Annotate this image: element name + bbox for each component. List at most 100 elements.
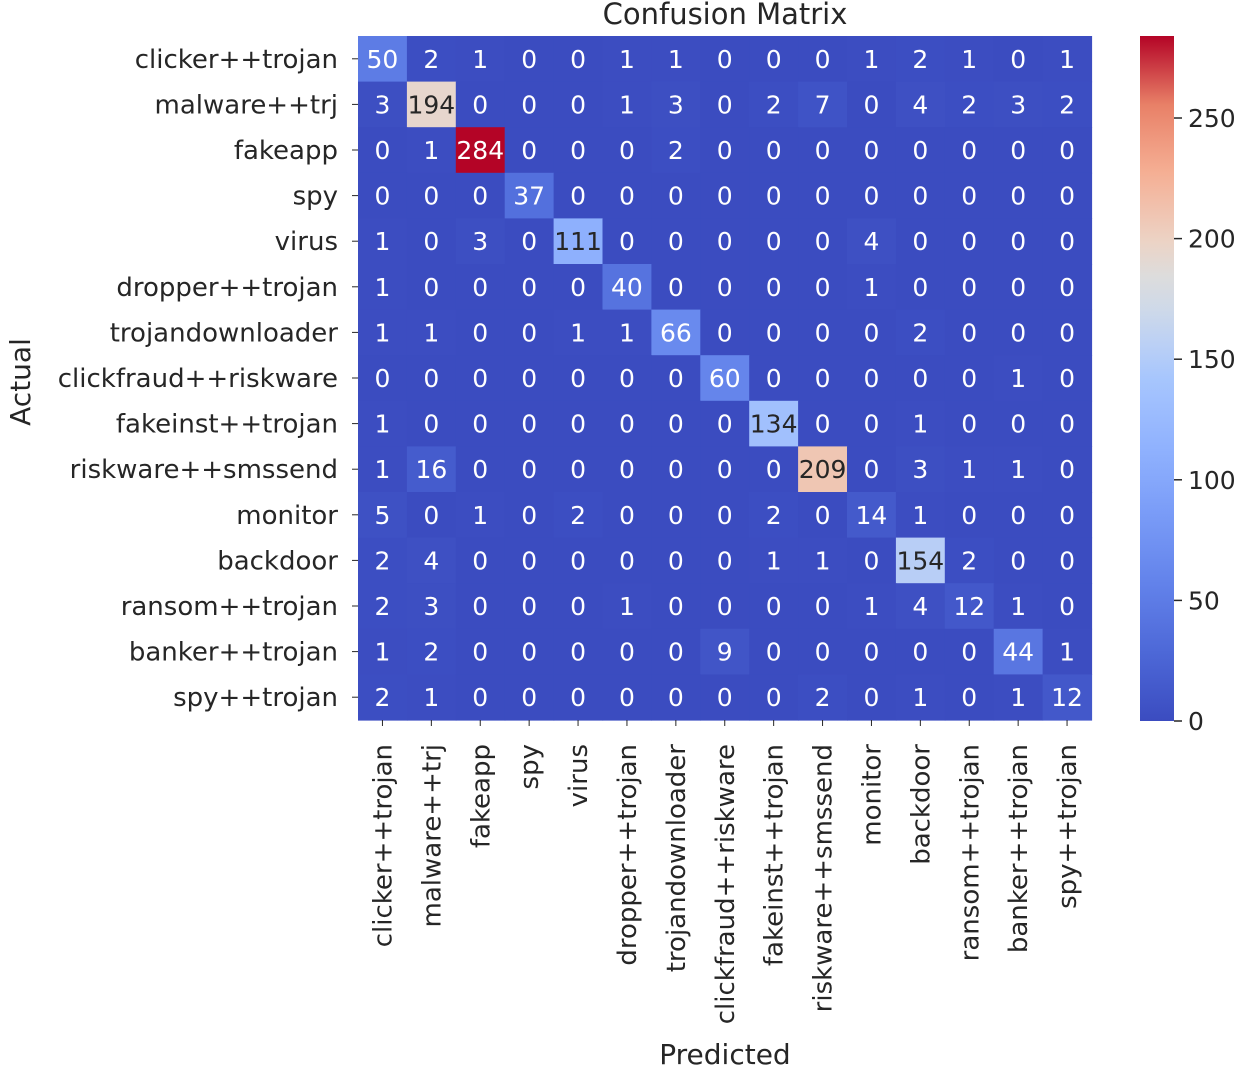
heatmap-cell: [1042, 674, 1093, 721]
heatmap-cell: [455, 537, 506, 584]
heatmap-cell: [847, 218, 897, 265]
cell-value-label: 0: [619, 136, 635, 165]
heatmap-cell: [993, 218, 1044, 265]
cell-value-label: 1: [961, 455, 977, 484]
heatmap-cell: [602, 355, 652, 402]
cell-value-label: 0: [668, 364, 684, 393]
heatmap-cell: [455, 81, 506, 128]
heatmap-cell: [944, 81, 995, 128]
cell-value-label: 0: [766, 318, 782, 347]
row-tick-label: clicker++trojan: [135, 45, 338, 75]
cell-value-label: 0: [472, 638, 488, 667]
heatmap-cell: [358, 172, 408, 219]
heatmap-cell: [895, 264, 946, 311]
cell-value-label: 5: [374, 501, 390, 530]
cell-value-label: 1: [619, 318, 635, 347]
heatmap-cell: [504, 446, 555, 493]
heatmap-cell: [798, 81, 848, 128]
cell-value-label: 2: [766, 90, 782, 119]
heatmap-cell: [944, 36, 995, 83]
colorbar-tick-label: 50: [1188, 586, 1220, 615]
heatmap-cell: [406, 218, 457, 265]
cell-value-label: 1: [619, 45, 635, 74]
heatmap-cell: [406, 446, 457, 493]
heatmap-cell: [553, 446, 604, 493]
cell-value-label: 0: [912, 273, 928, 302]
cell-value-label: 2: [912, 45, 928, 74]
heatmap-cell: [798, 218, 848, 265]
cell-value-label: 1: [1010, 364, 1026, 393]
heatmap-cell: [1042, 81, 1093, 128]
heatmap-cell: [602, 218, 652, 265]
cell-value-label: 0: [766, 136, 782, 165]
row-tick-label: fakeapp: [234, 136, 338, 166]
heatmap-cell: [993, 81, 1044, 128]
cell-value-label: 60: [709, 364, 741, 393]
cell-value-label: 0: [619, 455, 635, 484]
cell-value-label: 3: [423, 592, 439, 621]
heatmap-cell: [798, 36, 848, 83]
heatmap-cell: [406, 36, 457, 83]
cell-value-label: 0: [863, 182, 879, 211]
heatmap-cell: [455, 172, 506, 219]
cell-value-label: 1: [863, 592, 879, 621]
heatmap-cell: [358, 446, 408, 493]
heatmap-cell: [455, 446, 506, 493]
cell-value-label: 0: [1059, 364, 1075, 393]
heatmap-cell: [455, 400, 506, 447]
cell-value-label: 0: [374, 364, 390, 393]
cell-value-label: 0: [619, 227, 635, 256]
cell-value-label: 134: [750, 410, 798, 439]
heatmap-cell: [651, 36, 701, 83]
cell-value-label: 0: [570, 364, 586, 393]
heatmap-cell: [455, 127, 506, 174]
cell-value-label: 0: [521, 136, 537, 165]
column-tick-label: spy: [515, 744, 545, 789]
column-tick-label: virus: [564, 744, 594, 807]
cell-value-label: 0: [961, 364, 977, 393]
cell-value-label: 0: [766, 455, 782, 484]
heatmap-cell: [798, 309, 848, 356]
heatmap-cell: [944, 355, 995, 402]
cell-value-label: 1: [374, 455, 390, 484]
heatmap-cell: [504, 583, 555, 630]
cell-value-label: 0: [668, 227, 684, 256]
cell-value-label: 0: [815, 638, 831, 667]
cell-value-label: 0: [472, 90, 488, 119]
cell-value-label: 0: [668, 410, 684, 439]
cell-value-label: 0: [521, 455, 537, 484]
row-tick-label: spy++trojan: [173, 683, 338, 713]
column-tick-label: trojandownloader: [662, 744, 692, 973]
column-tick-label: malware++trj: [417, 744, 447, 927]
cell-value-label: 0: [912, 638, 928, 667]
heatmap-cell: [455, 355, 506, 402]
cell-value-label: 1: [1010, 455, 1026, 484]
heatmap-cell: [504, 218, 555, 265]
cell-value-label: 0: [815, 136, 831, 165]
cell-value-label: 1: [912, 501, 928, 530]
cell-value-label: 0: [815, 273, 831, 302]
cell-value-label: 1: [1059, 45, 1075, 74]
heatmap-cell: [847, 264, 897, 311]
cell-value-label: 284: [456, 136, 504, 165]
cell-value-label: 4: [863, 227, 879, 256]
cell-value-label: 0: [472, 364, 488, 393]
heatmap-cell: [993, 583, 1044, 630]
cell-value-label: 12: [1051, 683, 1083, 712]
cell-value-label: 0: [961, 638, 977, 667]
heatmap-cell: [700, 537, 750, 584]
heatmap-cell: [651, 264, 701, 311]
cell-value-label: 0: [668, 546, 684, 575]
heatmap-cell: [1042, 309, 1093, 356]
cell-value-label: 0: [521, 45, 537, 74]
cell-value-label: 0: [668, 501, 684, 530]
cell-value-label: 7: [815, 90, 831, 119]
heatmap-cell: [993, 355, 1044, 402]
heatmap-cell: [944, 309, 995, 356]
cell-value-label: 1: [815, 546, 831, 575]
column-tick-label: clickfraud++riskware: [711, 744, 741, 1024]
heatmap-cell: [358, 400, 408, 447]
heatmap-cell: [651, 674, 701, 721]
heatmap-cell: [700, 355, 750, 402]
cell-value-label: 2: [423, 45, 439, 74]
